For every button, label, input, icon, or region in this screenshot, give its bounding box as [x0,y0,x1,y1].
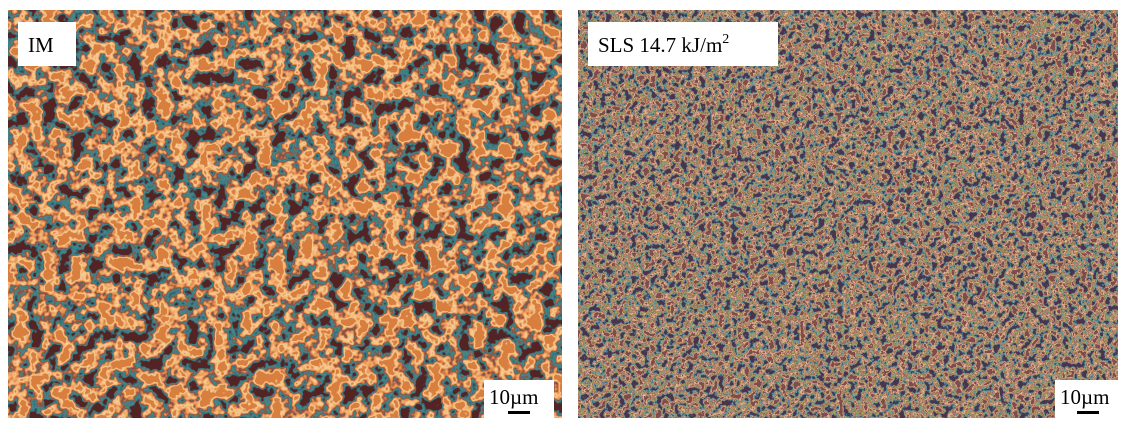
label-box [588,22,778,66]
scale-label: 10µm [489,385,538,409]
scale-label: 10µm [1060,385,1109,409]
panel-label: SLS 14.7 kJ/m2 [598,32,729,57]
label-superscript: 2 [722,32,729,47]
micrograph-im [8,10,562,418]
panel-label: IM [28,33,54,57]
scale-bar [1077,411,1099,414]
micrograph-sls [578,10,1118,418]
scale-bar [508,411,530,414]
label-text: SLS 14.7 kJ/m [598,33,722,57]
label-box [18,22,76,66]
